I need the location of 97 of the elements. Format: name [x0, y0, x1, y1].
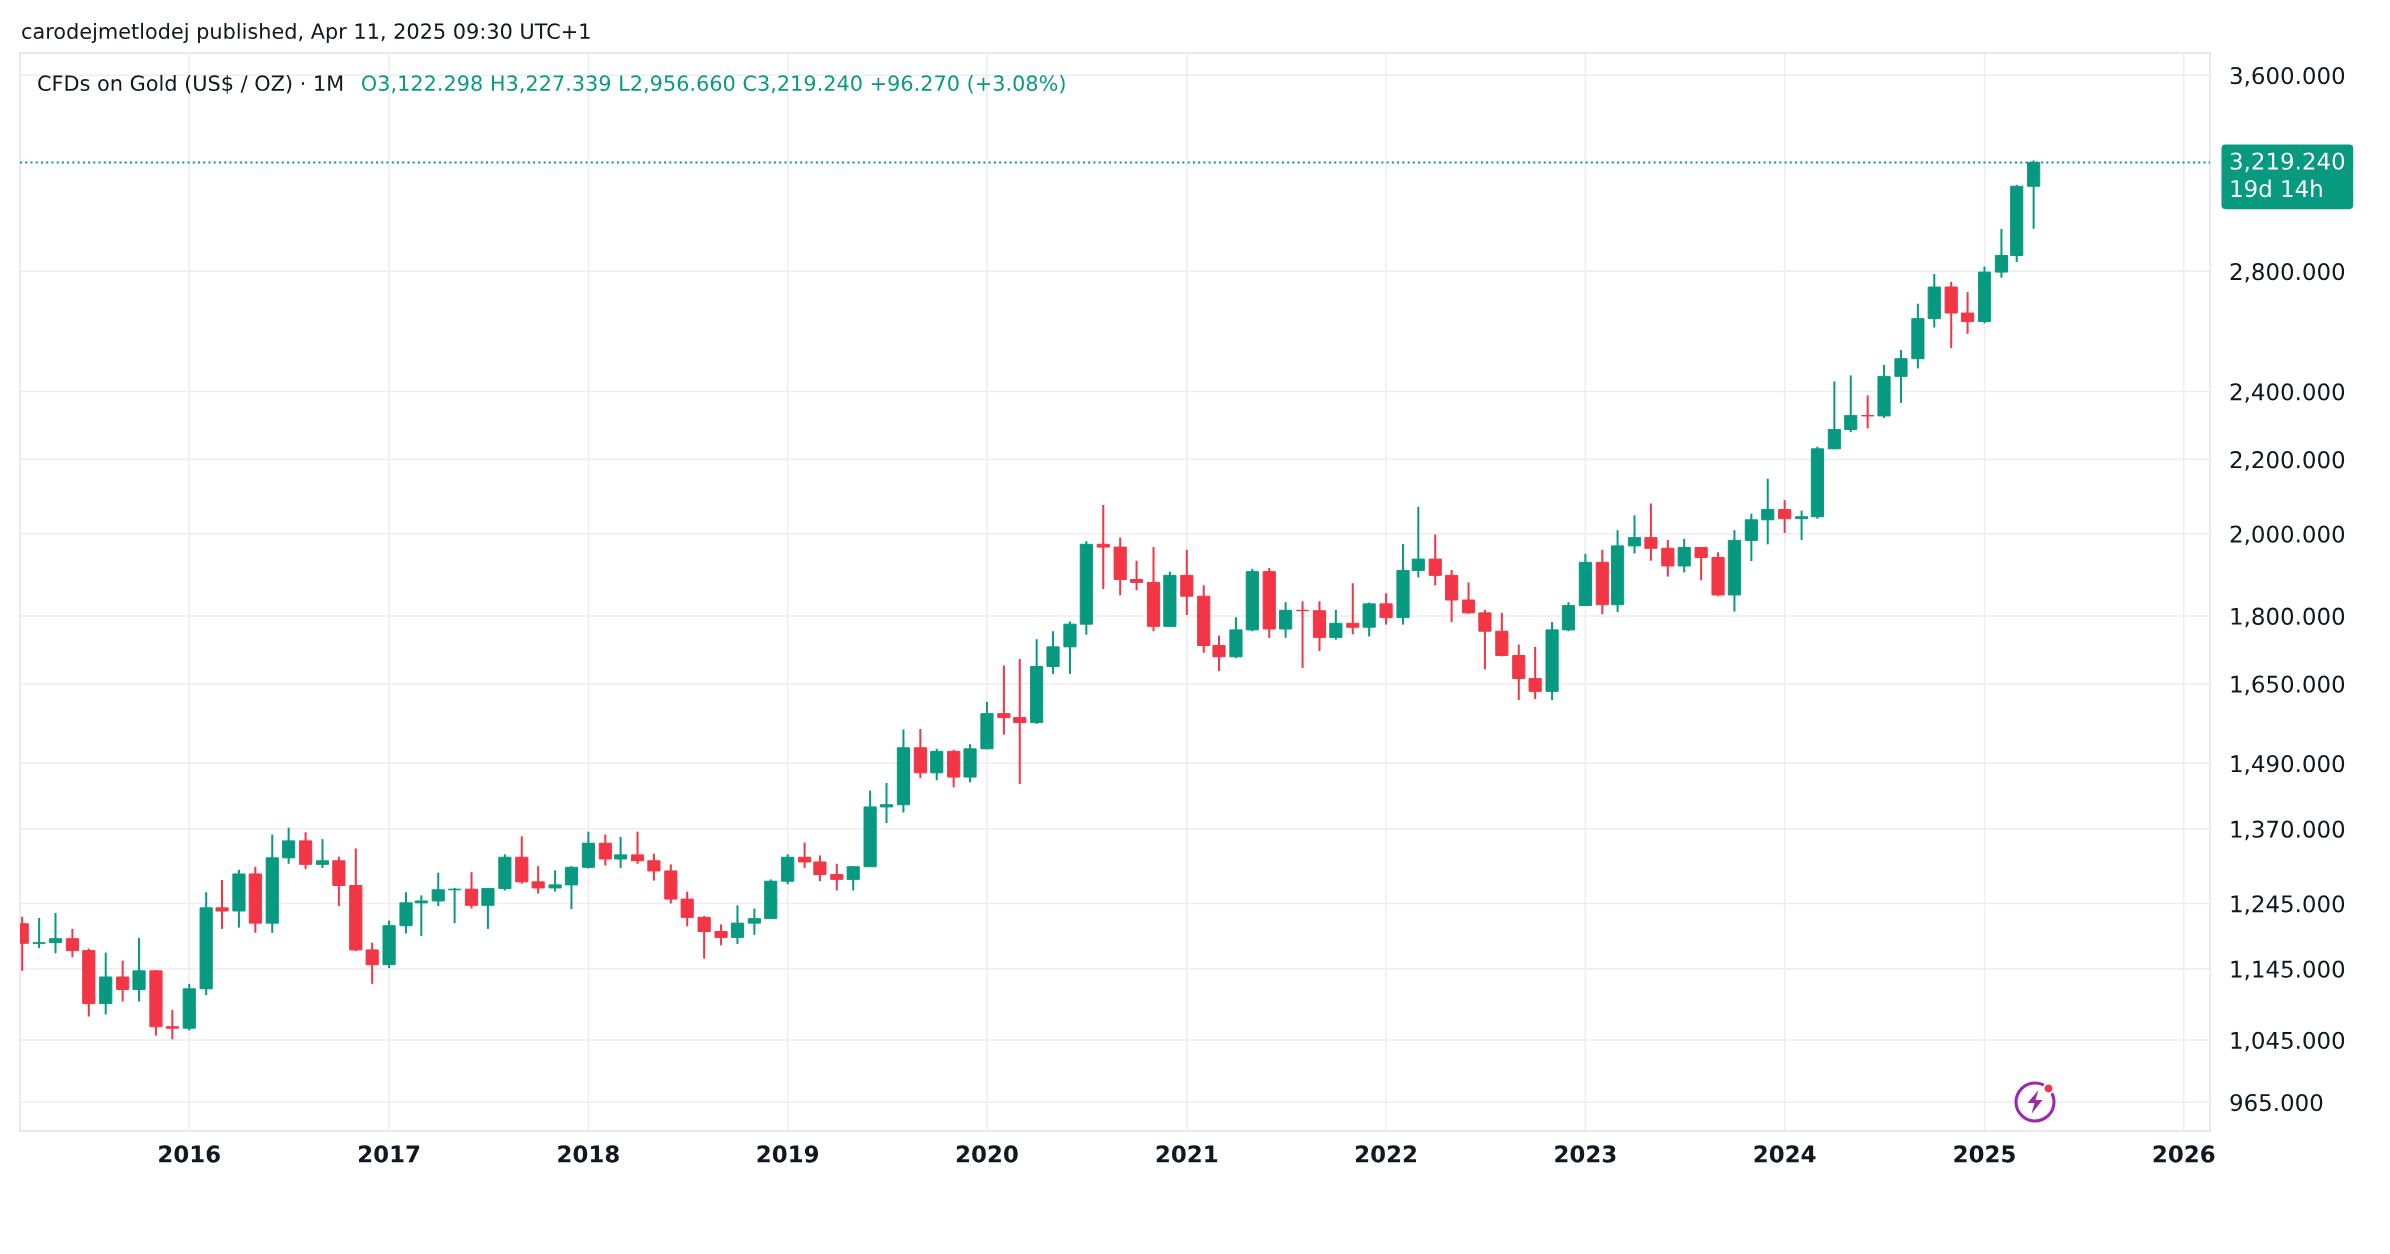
- candlestick: [399, 891, 413, 935]
- candlestick: [747, 907, 761, 936]
- candlestick: [1180, 548, 1194, 617]
- candlestick: [697, 915, 711, 960]
- candlestick: [1362, 601, 1376, 638]
- candlestick: [1461, 581, 1476, 615]
- candlestick: [215, 879, 229, 930]
- candlestick: [1994, 227, 2009, 279]
- y-tick-label: 1,145.000: [2231, 960, 2345, 981]
- candlestick: [647, 852, 661, 882]
- candlestick: [714, 923, 728, 947]
- candlestick: [1528, 645, 1542, 701]
- y-tick-label: 2,800.000: [2230, 262, 2345, 283]
- candlestick: [614, 835, 628, 869]
- candlestick: [365, 941, 379, 985]
- candlestick: [1063, 620, 1077, 675]
- candlestick: [630, 830, 645, 865]
- x-tick-label: 2023: [1555, 1145, 1616, 1163]
- candlestick: [1379, 592, 1393, 626]
- candlestick: [165, 1009, 179, 1041]
- candlestick: [598, 833, 612, 867]
- candlestick: [1512, 643, 1526, 702]
- candlestick: [65, 927, 79, 959]
- candlestick: [1046, 630, 1060, 675]
- y-tick-label: 3,600.000: [2230, 66, 2345, 87]
- candlestick: [1795, 509, 1809, 541]
- y-tick-label: 2,000.000: [2230, 525, 2345, 546]
- candlestick: [879, 781, 894, 825]
- x-tick-label: 2016: [159, 1145, 220, 1163]
- candlestick: [1329, 608, 1343, 641]
- candlestick: [116, 959, 130, 1003]
- candlestick: [414, 894, 428, 938]
- candlestick: [1960, 291, 1975, 335]
- candlestick: [730, 904, 745, 945]
- x-tick-label: 2017: [359, 1145, 420, 1163]
- x-tick-label: 2019: [757, 1145, 819, 1163]
- candlestick: [830, 862, 844, 892]
- candlestick: [813, 854, 827, 883]
- candlestick: [1744, 512, 1758, 563]
- y-tick-label: 1,800.000: [2231, 607, 2345, 628]
- candlestick: [32, 916, 46, 949]
- y-tick-label: 965.000: [2230, 1093, 2323, 1112]
- candlestick: [1761, 477, 1775, 546]
- candlestick: [1894, 349, 1908, 404]
- candlestick: [997, 664, 1011, 736]
- candlestick: [1428, 533, 1442, 587]
- candlestick: [481, 886, 495, 930]
- candlestick: [680, 890, 694, 928]
- annotation: O3,122.298 H3,227.339 L2,956.660 C3,219.240 +96.270 (+3.08%): [361, 74, 1065, 94]
- candlestick: [1013, 658, 1027, 786]
- candlestick: [282, 826, 296, 865]
- candlestick: [1844, 374, 1858, 434]
- candlestick: [132, 937, 146, 1003]
- x-tick-label: 2022: [1356, 1145, 1416, 1163]
- candlestick: [1096, 503, 1110, 591]
- candlestick: [781, 853, 795, 886]
- text: carodejmetlodej published, Apr 11, 2025 09:30 UTC+1: [22, 22, 590, 44]
- candlestick: [1694, 546, 1708, 582]
- candlestick: [531, 865, 545, 895]
- candlestick: [1861, 394, 1875, 430]
- y-tick-label: 1,650.000: [2231, 675, 2345, 696]
- candlestick: [548, 869, 562, 893]
- candlestick: [1346, 582, 1360, 636]
- y-tick-label: 2,400.000: [2230, 383, 2345, 403]
- x-tick-label: 2025: [1954, 1145, 2015, 1163]
- y-tick-label: 1,490.000: [2231, 755, 2345, 775]
- candlestick: [1644, 502, 1658, 562]
- candlestick: [846, 865, 860, 892]
- candlestick: [298, 831, 313, 871]
- y-tick-label: 2,200.000: [2230, 451, 2345, 471]
- candlestick: [1778, 499, 1792, 534]
- y-tick-label: 1,370.000: [2231, 820, 2345, 841]
- ref-line-label: 3,219.240 19d 14h: [2230, 152, 2345, 198]
- x-tick-label: 2021: [1156, 1145, 1218, 1163]
- candlestick: [1411, 505, 1425, 579]
- x-tick-label: 2020: [956, 1145, 1018, 1163]
- candlestick: [798, 841, 812, 869]
- x-tick-label: 2024: [1754, 1145, 1816, 1163]
- candlestick: [1827, 380, 1841, 451]
- x-tick-label: 2018: [558, 1145, 619, 1163]
- candlestick: [564, 865, 579, 911]
- candlestick: [431, 871, 445, 907]
- candlestick: [1212, 634, 1226, 673]
- candlestick: [464, 871, 479, 910]
- candlestick: [48, 911, 63, 955]
- candlestick: [1129, 559, 1144, 592]
- y-tick-label: 1,045.000: [2231, 1031, 2345, 1052]
- candlestick: [1627, 514, 1642, 555]
- candlestick: [1661, 538, 1675, 578]
- text: CFDs on Gold (US$ / OZ) · 1M: [38, 74, 343, 94]
- candlestick: [315, 838, 330, 869]
- candlestick: [1677, 537, 1691, 574]
- x-tick-label: 2026: [2153, 1145, 2215, 1163]
- candlestick: [1478, 608, 1492, 671]
- candlestick: [930, 747, 944, 782]
- y-tick-label: 1,245.000: [2231, 895, 2345, 915]
- candlestick: [1279, 601, 1293, 639]
